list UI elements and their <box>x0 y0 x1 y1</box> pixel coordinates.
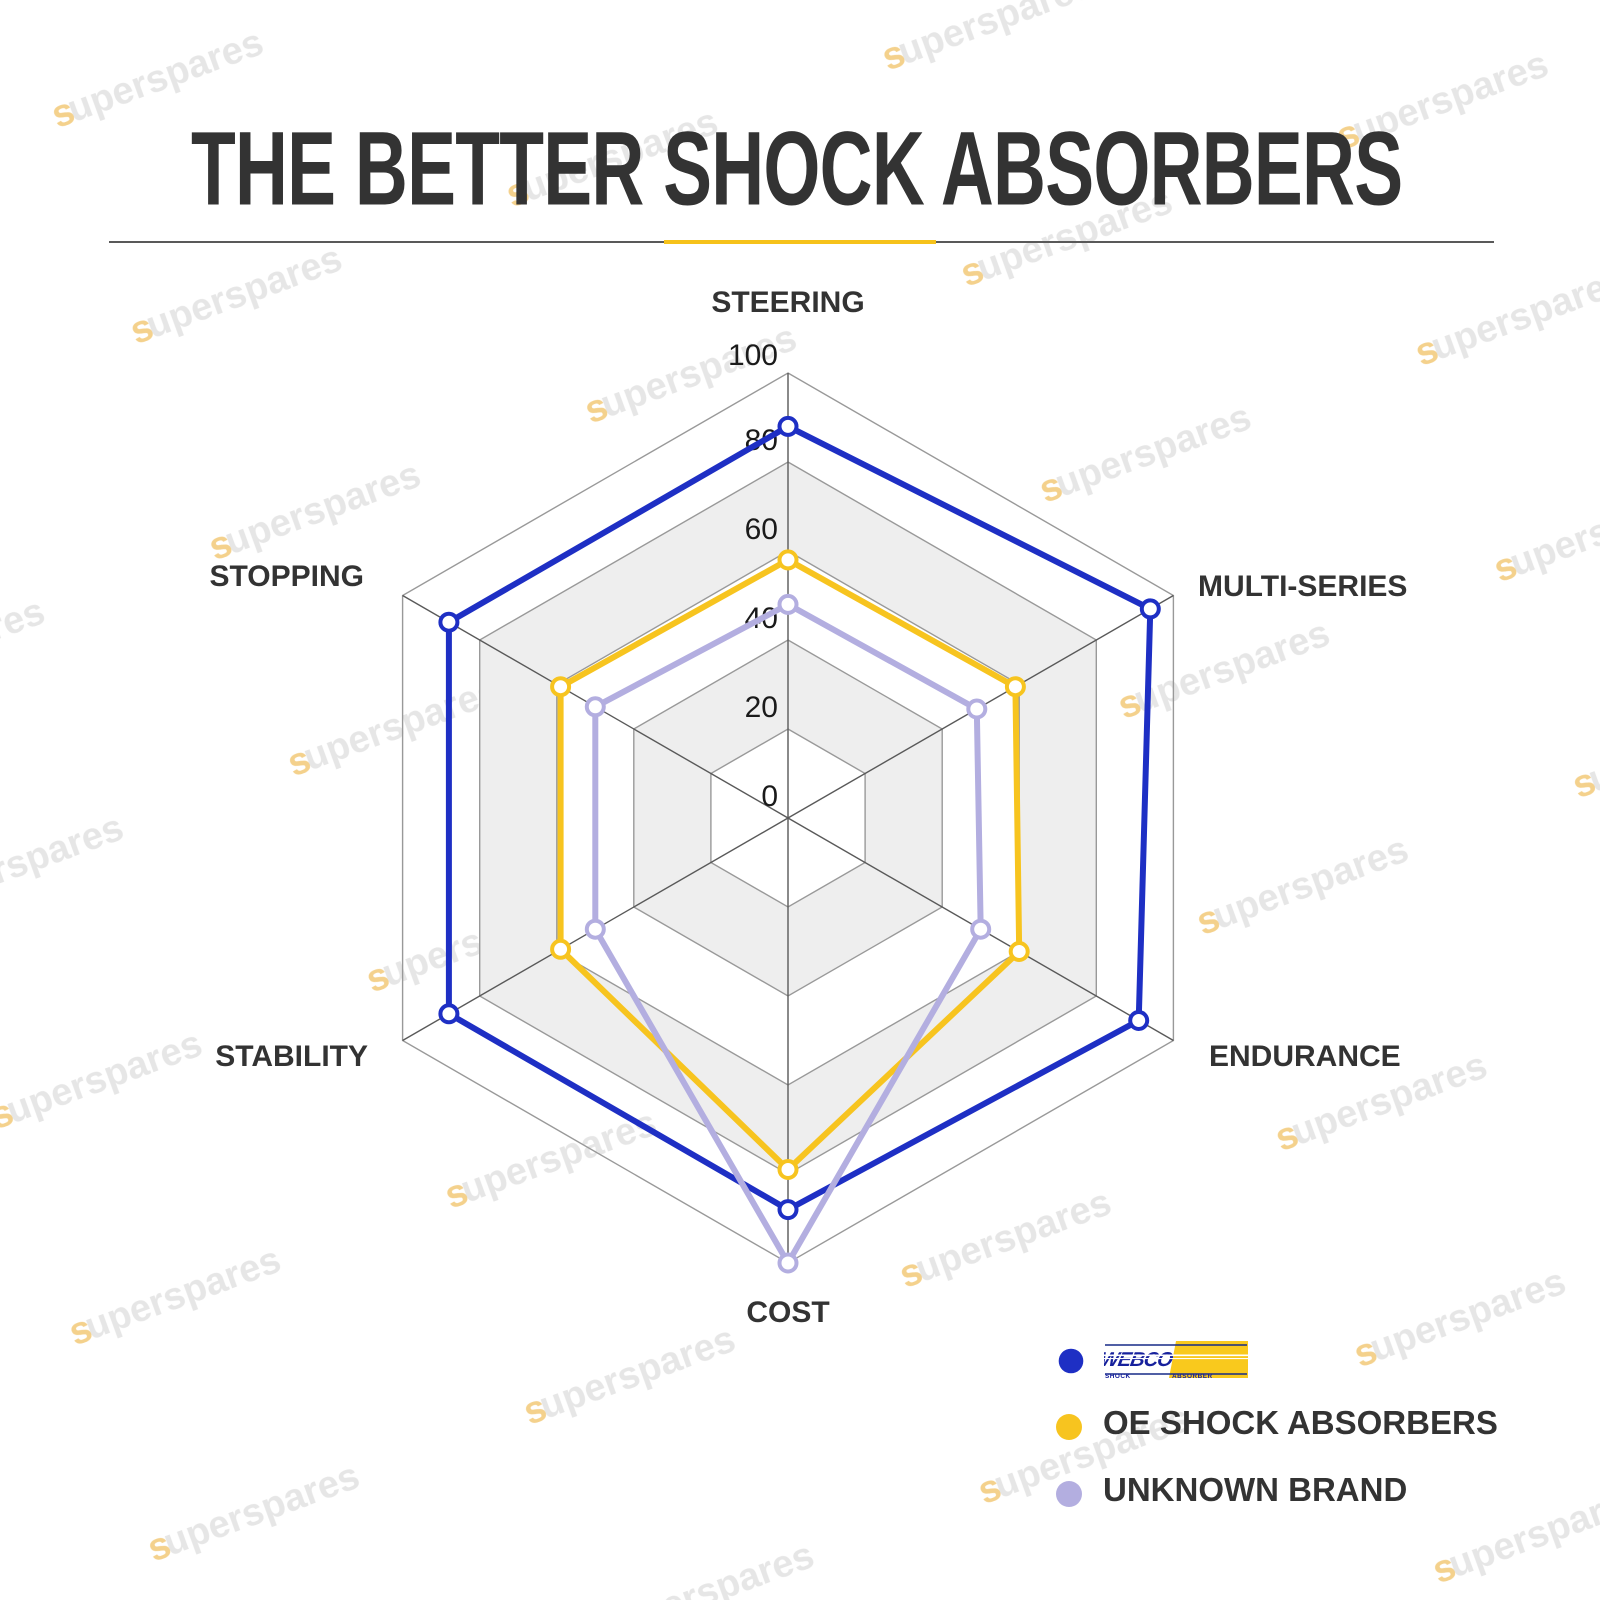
svg-text:100: 100 <box>728 339 778 372</box>
svg-text:60: 60 <box>745 513 778 546</box>
svg-text:20: 20 <box>745 691 778 724</box>
svg-text:0: 0 <box>761 780 778 813</box>
svg-text:WEBCO: WEBCO <box>1104 1349 1175 1371</box>
svg-text:SHOCK: SHOCK <box>1105 1373 1131 1379</box>
svg-text:ABSORBER: ABSORBER <box>1172 1373 1213 1379</box>
